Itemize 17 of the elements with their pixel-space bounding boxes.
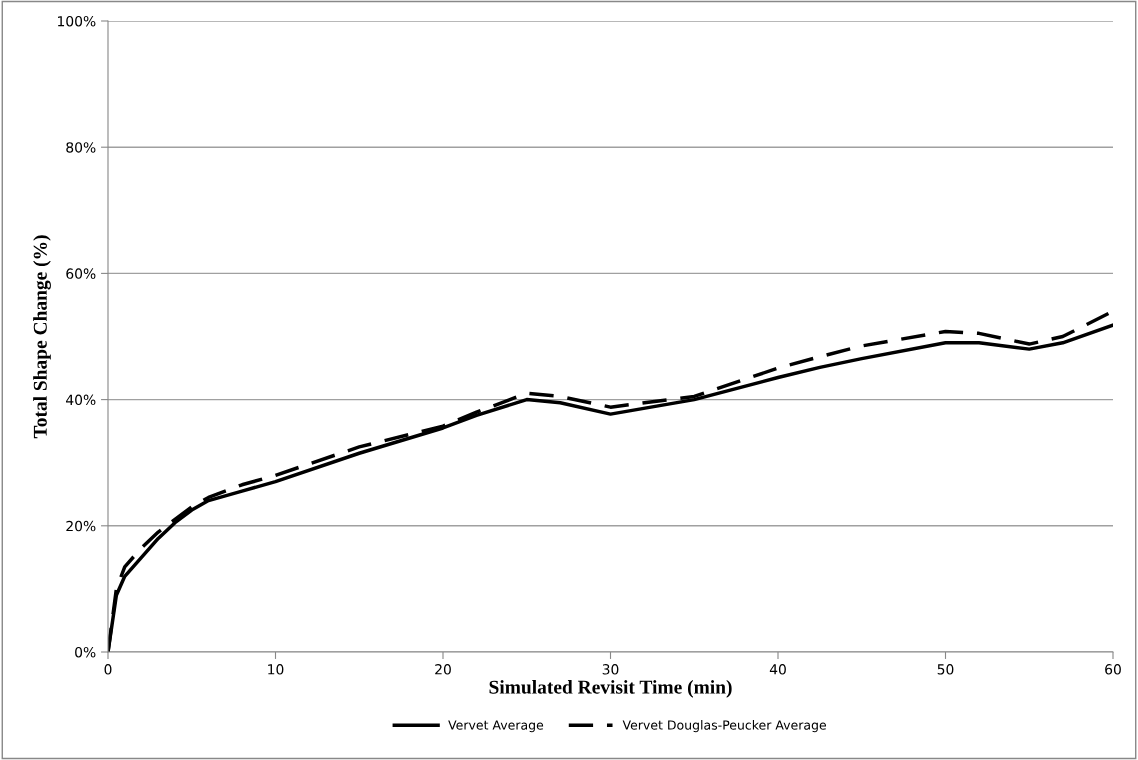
y-tick-label: 80% [66,142,96,153]
x-tick-label: 60 [1105,664,1121,675]
legend-label: Vervet Average [448,720,544,733]
y-tick-label: 40% [66,394,96,406]
x-tick-label: 30 [602,664,619,675]
x-tick-label: 10 [268,664,284,675]
x-tick-label: 0 [104,664,112,675]
y-tick-label: 60% [66,268,96,279]
y-tick-label: 100% [58,15,96,27]
x-tick-label: 50 [937,664,954,675]
y-tick-label: 20% [66,520,96,532]
x-tick-label: 20 [435,664,451,675]
x-tick-label: 40 [769,664,786,675]
x-axis-title: Simulated Revisit Time (min) [489,680,732,698]
legend-label: Vervet Douglas-Peucker Average [622,720,827,733]
y-tick-label: 0% [75,646,96,658]
y-axis-title: Total Shape Change (%) [33,235,51,439]
